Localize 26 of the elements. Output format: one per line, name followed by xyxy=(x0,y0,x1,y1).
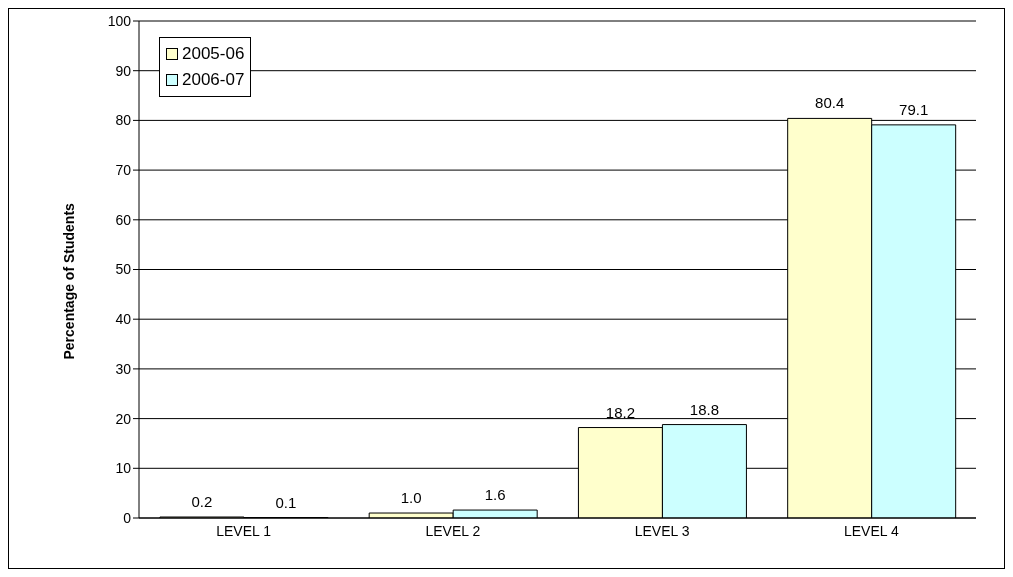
y-tick-label: 20 xyxy=(115,410,132,427)
data-label: 18.8 xyxy=(689,400,720,418)
legend-label: 2005-06 xyxy=(182,43,245,65)
data-label: 18.2 xyxy=(605,403,636,421)
x-tick-label: LEVEL 1 xyxy=(216,522,272,539)
y-tick-label: 70 xyxy=(115,162,132,179)
data-label: 79.1 xyxy=(899,100,929,118)
data-label: 0.2 xyxy=(191,493,213,511)
x-tick-label: LEVEL 3 xyxy=(634,522,690,539)
y-tick-label: 100 xyxy=(107,12,132,29)
y-tick-label: 10 xyxy=(115,460,132,477)
x-tick-label: LEVEL 2 xyxy=(425,522,481,539)
data-label: 1.0 xyxy=(400,489,422,507)
y-tick-label: 50 xyxy=(115,261,132,278)
y-tick-label: 90 xyxy=(115,62,132,79)
x-tick-label: LEVEL 4 xyxy=(844,522,899,539)
y-tick-label: 60 xyxy=(115,211,132,228)
y-tick-label: 40 xyxy=(115,311,132,328)
y-tick-label: 0 xyxy=(123,509,132,526)
y-tick-label: 30 xyxy=(115,360,132,377)
legend-label: 2006-07 xyxy=(182,69,245,91)
y-tick-label: 80 xyxy=(115,112,132,129)
data-label: 80.4 xyxy=(815,94,845,112)
data-label: 1.6 xyxy=(484,486,506,504)
data-label: 0.1 xyxy=(275,493,297,511)
y-axis-title: Percentage of Students xyxy=(60,202,77,360)
